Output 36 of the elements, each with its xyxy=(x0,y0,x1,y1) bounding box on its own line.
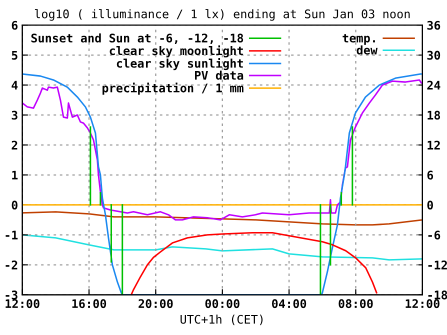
y-tick-label: 2 xyxy=(12,140,18,150)
y2-tick-label: 0 xyxy=(427,200,433,210)
x-tick-label: 12:00 xyxy=(6,299,40,308)
y2-tick-label: 18 xyxy=(428,110,440,120)
x-tick-label: 12:00 xyxy=(406,299,440,308)
legend-label: clear sky moonlight xyxy=(110,45,243,58)
y-tick-label: 4 xyxy=(12,80,18,90)
y2-tick-label: 30 xyxy=(427,50,440,60)
x-tick-label: 16:00 xyxy=(72,299,106,308)
legend-label: Sunset and Sun at -6, -12, -18 xyxy=(31,33,244,44)
y-tick-label: -3 xyxy=(6,290,18,300)
y2-tick-label: -6 xyxy=(428,230,440,240)
x-tick-label: 20:00 xyxy=(138,299,173,308)
legend-label: precipitation / 1 mm xyxy=(102,82,244,95)
legend-label: dew xyxy=(356,45,378,55)
y2-tick-label: 12 xyxy=(428,140,440,150)
y-tick-label: 3 xyxy=(12,110,18,120)
y-tick-label: 5 xyxy=(12,50,18,60)
y-tick-label: 6 xyxy=(12,20,18,30)
x-tick-label: 04:00 xyxy=(272,299,306,308)
y-tick-label: -1 xyxy=(6,230,18,240)
y2-tick-label: -12 xyxy=(428,260,447,270)
y-tick-label: -2 xyxy=(6,260,18,270)
x-axis-title: UTC+1h (CET) xyxy=(180,314,263,326)
y2-tick-label: 6 xyxy=(427,170,434,180)
x-tick-label: 08:00 xyxy=(338,299,373,308)
legend-label: temp. xyxy=(342,34,375,45)
y2-tick-label: 24 xyxy=(427,80,440,90)
legend-label: PV data xyxy=(195,70,244,80)
chart-title: log10 ( illuminance / 1 lx) ending at Sun Jan 03 noon xyxy=(34,9,410,21)
x-tick-label: 00:00 xyxy=(205,299,240,308)
y-tick-label: 0 xyxy=(12,200,18,210)
y2-tick-label: -18 xyxy=(428,290,447,300)
legend-label: clear sky sunlight xyxy=(116,58,243,70)
y2-tick-label: 36 xyxy=(427,20,440,30)
y-tick-label: 1 xyxy=(12,170,18,180)
